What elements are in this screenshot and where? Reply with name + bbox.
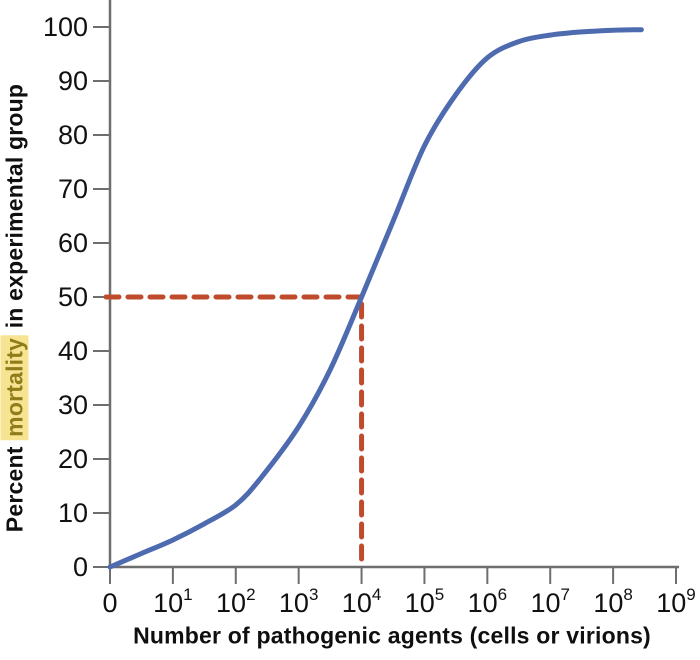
y-axis-title-highlighted-word: mortality xyxy=(0,334,29,440)
y-tick-label: 0 xyxy=(73,552,88,582)
y-axis-title-post: in experimental group xyxy=(1,83,28,335)
x-axis-title: Number of pathogenic agents (cells or vi… xyxy=(133,622,651,649)
x-tick-label: 0 xyxy=(102,588,117,618)
y-axis-title-pre: Percent xyxy=(1,439,28,533)
x-tick-label: 102 xyxy=(216,585,256,618)
y-tick-label: 50 xyxy=(58,282,88,312)
y-tick-label: 80 xyxy=(58,120,88,150)
x-tick-label: 109 xyxy=(656,585,696,618)
y-tick-label: 30 xyxy=(58,390,88,420)
y-tick-label: 70 xyxy=(58,174,88,204)
y-tick-label: 90 xyxy=(58,66,88,96)
x-tick-label: 107 xyxy=(530,585,570,618)
x-tick-label: 103 xyxy=(279,585,319,618)
x-tick-label: 108 xyxy=(593,585,633,618)
y-tick-label: 60 xyxy=(58,228,88,258)
x-tick-label: 101 xyxy=(153,585,193,618)
y-tick-label: 100 xyxy=(43,12,88,42)
y-tick-label: 40 xyxy=(58,336,88,366)
mortality-curve xyxy=(107,27,644,570)
y-tick-label: 20 xyxy=(58,444,88,474)
y-axis-title: Percent mortality in experimental group xyxy=(0,83,29,533)
y-tick-label: 10 xyxy=(58,498,88,528)
x-tick-label: 106 xyxy=(468,585,508,618)
x-tick-label: 105 xyxy=(405,585,445,618)
x-tick-label: 104 xyxy=(342,585,382,618)
